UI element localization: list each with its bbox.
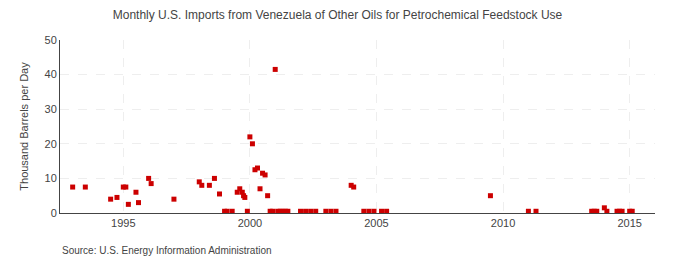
svg-text:20: 20 — [45, 138, 57, 150]
svg-text:40: 40 — [45, 68, 57, 80]
svg-text:10: 10 — [45, 172, 57, 184]
svg-text:Source: U.S. Energy Informatio: Source: U.S. Energy Information Administ… — [62, 245, 272, 256]
svg-text:2005: 2005 — [364, 217, 388, 229]
svg-text:2000: 2000 — [238, 217, 262, 229]
svg-text:2010: 2010 — [491, 217, 515, 229]
svg-text:0: 0 — [51, 207, 57, 219]
svg-text:30: 30 — [45, 103, 57, 115]
svg-text:Thousand Barrels per Day: Thousand Barrels per Day — [18, 62, 30, 191]
svg-text:1995: 1995 — [111, 217, 135, 229]
svg-text:50: 50 — [45, 34, 57, 46]
svg-text:2015: 2015 — [617, 217, 641, 229]
svg-text:Monthly U.S. Imports from Vene: Monthly U.S. Imports from Venezuela of O… — [113, 8, 563, 22]
